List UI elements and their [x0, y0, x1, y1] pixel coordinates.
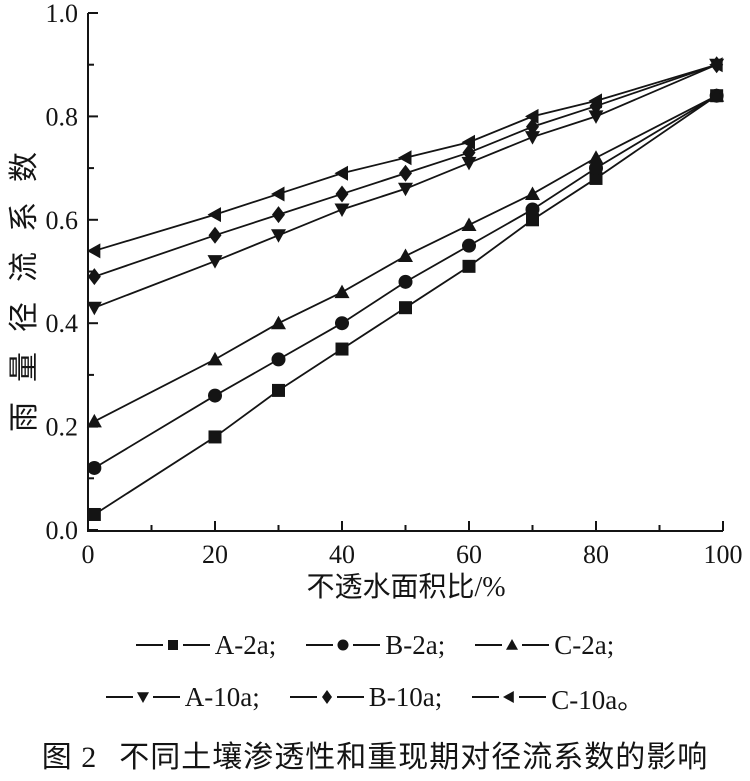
legend-label-a-10a: A-10a; [184, 681, 260, 712]
triangle-left-marker-icon [472, 687, 547, 707]
figure-caption: 图 2 不同土壤渗透性和重现期对径流系数的影响 [0, 732, 750, 776]
svg-text:0.4: 0.4 [46, 309, 79, 338]
figure-title: 不同土壤渗透性和重现期对径流系数的影响 [119, 741, 709, 774]
svg-text:100: 100 [704, 540, 743, 569]
svg-text:0: 0 [82, 540, 95, 569]
square-marker-icon [135, 635, 210, 655]
svg-text:0.0: 0.0 [46, 516, 79, 545]
legend-item-c-10a: C-10a。 [472, 678, 644, 717]
svg-text:1.0: 1.0 [46, 0, 79, 28]
legend-item-a-2a: A-2a; [135, 629, 277, 661]
triangle-down-marker-icon [105, 687, 180, 707]
legend-row-10a: A-10a; B-10a; C-10a。 [105, 676, 644, 718]
legend-item-c-2a: C-2a; [475, 630, 614, 661]
svg-text:20: 20 [202, 540, 228, 569]
triangle-up-marker-icon [475, 635, 550, 655]
runoff-coefficient-chart: 不透水面积比/% 雨量径流系数 0.0 0.2 0.4 0.6 0.8 1.0 0 20 40 6… [8, 0, 743, 603]
legend-row-2a: A-2a; B-2a; C-2a; [135, 624, 614, 666]
legend-label-c-2a: C-2a; [554, 629, 615, 660]
legend-item-b-10a: B-10a; [289, 681, 443, 713]
legend-label-a-2a: A-2a; [214, 629, 277, 660]
legend-label-b-10a: B-10a; [368, 681, 443, 712]
svg-text:0.6: 0.6 [46, 206, 79, 235]
legend-item-a-10a: A-10a; [105, 681, 260, 713]
chart-legend: A-2a; B-2a; C-2a; A-10a; B-10a; C-1 [0, 624, 750, 718]
legend-item-b-2a: B-2a; [306, 630, 445, 661]
y-axis-label: 雨量径流系数 [8, 132, 41, 432]
svg-text:80: 80 [583, 540, 609, 569]
circle-marker-icon [306, 635, 381, 655]
legend-label-b-2a: B-2a; [385, 629, 446, 660]
x-axis-label: 不透水面积比/% [306, 571, 505, 603]
svg-text:40: 40 [329, 540, 355, 569]
svg-text:0.8: 0.8 [46, 102, 79, 131]
figure-number: 图 2 [41, 741, 98, 774]
svg-text:60: 60 [456, 540, 482, 569]
legend-label-c-10a: C-10a。 [551, 684, 645, 715]
svg-text:0.2: 0.2 [46, 413, 79, 442]
diamond-marker-icon [289, 687, 364, 707]
